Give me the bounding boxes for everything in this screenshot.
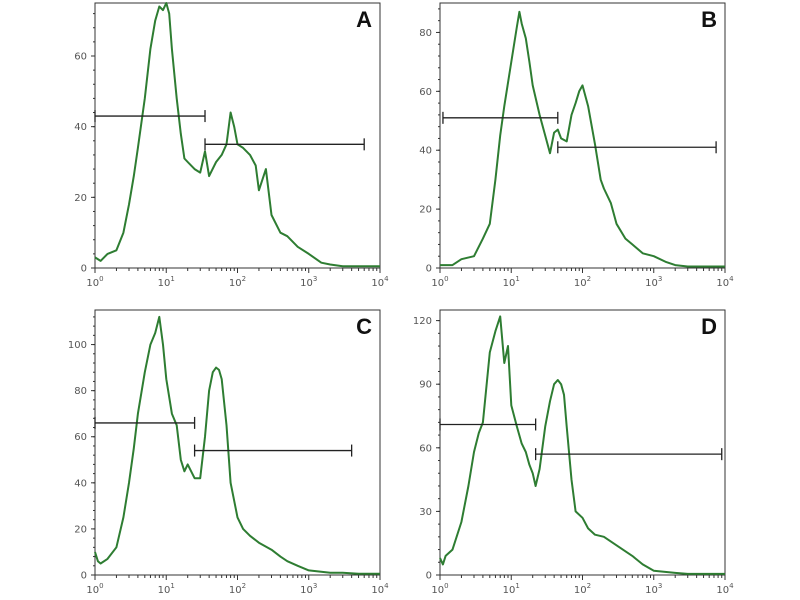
panel-c: 0 20 40 60 80 100 100 101 102 103 104 C: [68, 309, 389, 596]
y-tick-label: 20: [74, 193, 87, 204]
x-tick-label: 103: [300, 275, 317, 289]
y-tick-label: 40: [74, 122, 87, 133]
x-tick-label: 103: [645, 275, 662, 289]
gate-marker: [534, 448, 723, 461]
x-tick-label: 100: [86, 582, 103, 596]
x-tick-label: 101: [503, 275, 520, 289]
gate-marker: [442, 111, 559, 124]
x-tick-label: 104: [716, 275, 734, 289]
x-tick-label: 104: [371, 275, 389, 289]
histogram-curve: [439, 315, 725, 575]
x-tick-label: 101: [158, 582, 175, 596]
x-tick-label: 102: [574, 275, 591, 289]
plot-frame: [439, 309, 726, 576]
gate-marker: [94, 416, 196, 429]
gate-marker: [94, 110, 206, 123]
y-tick-label: 100: [68, 340, 87, 351]
x-tick-label: 100: [431, 275, 448, 289]
y-tick-label: 60: [74, 52, 87, 63]
x-tick-label: 102: [229, 275, 246, 289]
y-tick-label: 40: [419, 146, 432, 157]
y-tick-label: 80: [74, 386, 87, 397]
x-tick-label: 103: [645, 582, 662, 596]
histogram-curve: [94, 315, 380, 575]
y-tick-label: 0: [426, 264, 432, 275]
x-tick-label: 100: [431, 582, 448, 596]
x-tick-label: 101: [503, 582, 520, 596]
panel-label: A: [356, 7, 372, 32]
y-tick-label: 120: [413, 316, 432, 327]
x-tick-label: 103: [300, 582, 317, 596]
x-tick-label: 100: [86, 275, 103, 289]
panel-label: D: [701, 314, 717, 339]
gate-marker: [193, 444, 353, 457]
panel-label: B: [701, 7, 717, 32]
x-tick-label: 104: [371, 582, 389, 596]
gate-marker: [557, 141, 717, 154]
y-tick-label: 20: [419, 205, 432, 216]
plot-frame: [94, 2, 381, 269]
y-tick-label: 0: [426, 571, 432, 582]
panel-a: 0 20 40 60 100 101 102 103 104 A: [74, 2, 389, 289]
x-tick-label: 101: [158, 275, 175, 289]
y-tick-label: 90: [419, 380, 432, 391]
x-tick-label: 104: [716, 582, 734, 596]
gate-marker: [204, 138, 365, 151]
y-tick-label: 20: [74, 524, 87, 535]
y-tick-label: 0: [81, 571, 87, 582]
y-tick-label: 0: [81, 264, 87, 275]
gate-marker: [439, 418, 537, 431]
x-tick-label: 102: [229, 582, 246, 596]
plot-frame: [439, 2, 726, 269]
y-tick-label: 40: [74, 478, 87, 489]
panel-label: C: [356, 314, 372, 339]
y-tick-label: 80: [419, 28, 432, 39]
plot-frame: [94, 309, 381, 576]
y-tick-label: 60: [419, 443, 432, 454]
histogram-curve: [94, 2, 380, 268]
histogram-curve: [440, 10, 725, 268]
y-tick-label: 30: [419, 507, 432, 518]
y-tick-label: 60: [419, 87, 432, 98]
y-tick-label: 60: [74, 432, 87, 443]
panel-b: 0 20 40 60 80 100 101 102 103 104 B: [419, 2, 734, 289]
panel-d: 0 30 60 90 120 100 101 102 103 104 D: [413, 309, 734, 596]
x-tick-label: 102: [574, 582, 591, 596]
